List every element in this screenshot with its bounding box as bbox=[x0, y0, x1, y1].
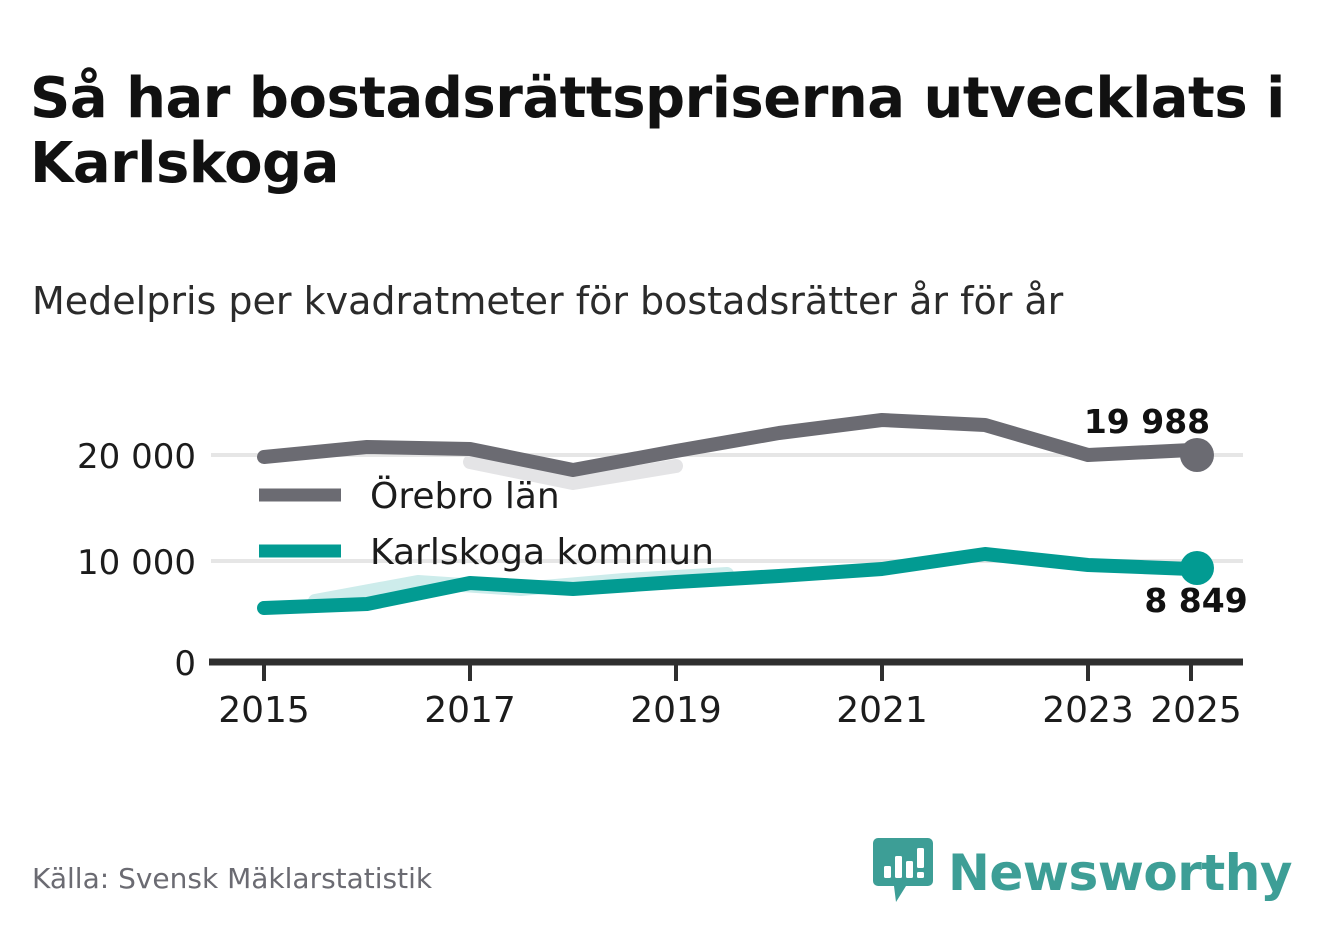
x-tick-label-2015: 2015 bbox=[218, 690, 310, 731]
series-line-karlskoga bbox=[257, 547, 1204, 615]
endpoint-marker-orebro bbox=[1180, 438, 1214, 472]
chart-legend: Örebro län Karlskoga kommun bbox=[259, 475, 714, 573]
brand-name: Newsworthy bbox=[948, 844, 1293, 902]
page-title: Så har bostadsrättspriserna utvecklats i… bbox=[30, 65, 1285, 197]
x-tick-label-2023: 2023 bbox=[1042, 690, 1134, 731]
value-label-orebro: 19 988 bbox=[1084, 402, 1210, 441]
endpoint-marker-karlskoga bbox=[1180, 551, 1214, 585]
x-axis-ticks bbox=[262, 662, 1193, 681]
bar-chart-speech-bubble-icon bbox=[873, 838, 933, 902]
legend-label-orebro: Örebro län bbox=[370, 475, 560, 517]
y-tick-label-20000: 20 000 bbox=[77, 437, 196, 477]
karlskoga-muted-segment bbox=[308, 567, 734, 608]
y-tick-label-0: 0 bbox=[174, 644, 196, 684]
value-label-karlskoga: 8 849 bbox=[1144, 581, 1247, 620]
legend-label-karlskoga: Karlskoga kommun bbox=[370, 532, 714, 573]
x-tick-label-2017: 2017 bbox=[424, 690, 516, 731]
brand-logo: Newsworthy bbox=[872, 836, 1293, 910]
source-note: Källa: Svensk Mäklarstatistik bbox=[32, 862, 433, 895]
gridlines bbox=[211, 453, 1243, 563]
muted-series-segments bbox=[308, 455, 734, 608]
y-tick-label-10000: 10 000 bbox=[77, 543, 196, 583]
x-tick-label-2021: 2021 bbox=[836, 690, 928, 731]
x-tick-label-2019: 2019 bbox=[630, 690, 722, 731]
series-line-orebro bbox=[257, 413, 1204, 477]
x-tick-label-2025: 2025 bbox=[1150, 690, 1242, 731]
chart-subtitle: Medelpris per kvadratmeter för bostadsrä… bbox=[32, 279, 1064, 323]
orebro-muted-segment bbox=[463, 455, 683, 490]
